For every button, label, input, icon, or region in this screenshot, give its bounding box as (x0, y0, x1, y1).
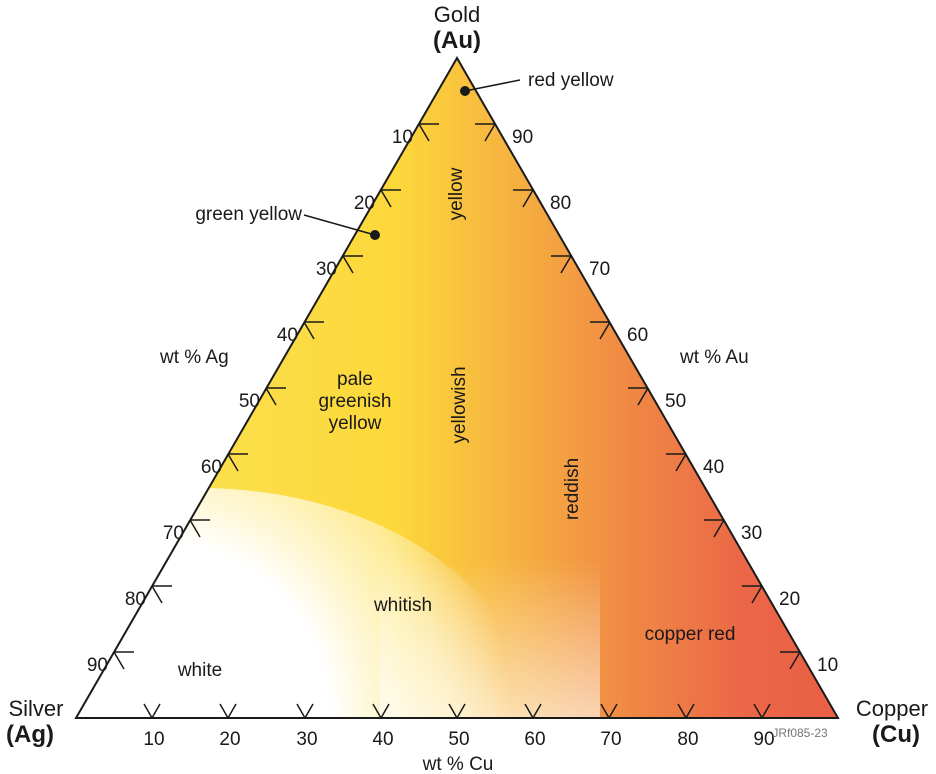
left-tick-30: 30 (316, 259, 337, 280)
bottom-tick-30: 30 (296, 729, 317, 750)
bottom-tick-40: 40 (372, 729, 393, 750)
region-pale-line1: pale (337, 369, 373, 390)
bottom-tick-80: 80 (677, 729, 698, 750)
vertex-silver-symbol: (Ag) (6, 721, 54, 748)
point-red-yellow: red yellow (460, 70, 614, 96)
bottom-tick-20: 20 (219, 729, 240, 750)
left-tick-60: 60 (201, 457, 222, 478)
vertex-copper-name: Copper (856, 696, 928, 721)
right-tick-40: 40 (703, 457, 724, 478)
right-tick-80: 80 (550, 193, 571, 214)
left-tick-50: 50 (239, 391, 260, 412)
right-tick-10: 10 (817, 655, 838, 676)
left-tick-20: 20 (354, 193, 375, 214)
region-pale-line3: yellow (329, 413, 382, 434)
point-green-yellow: green yellow (195, 204, 380, 240)
left-axis-ticks (113, 123, 439, 670)
bottom-tick-labels: 10 20 30 40 50 60 70 80 90 (143, 729, 774, 750)
point-label-red-yellow: red yellow (528, 70, 614, 91)
right-tick-70: 70 (589, 259, 610, 280)
left-tick-90: 90 (87, 655, 108, 676)
right-tick-labels: 90 80 70 60 50 40 30 20 10 (512, 127, 838, 676)
bottom-tick-60: 60 (524, 729, 545, 750)
region-reddish: reddish (562, 458, 583, 520)
bottom-tick-10: 10 (143, 729, 164, 750)
right-tick-60: 60 (627, 325, 648, 346)
region-yellow: yellow (446, 167, 467, 220)
right-tick-50: 50 (665, 391, 686, 412)
right-tick-90: 90 (512, 127, 533, 148)
left-tick-70: 70 (163, 523, 184, 544)
point-label-green-yellow: green yellow (195, 204, 302, 225)
vertex-gold-name: Gold (434, 2, 480, 27)
point-marker-icon (460, 86, 470, 96)
bottom-tick-70: 70 (600, 729, 621, 750)
bottom-axis-ticks (143, 703, 771, 719)
point-marker-icon (370, 230, 380, 240)
left-tick-10: 10 (392, 127, 413, 148)
region-whitish: whitish (373, 595, 432, 616)
right-tick-20: 20 (779, 589, 800, 610)
figure-code: JRf085-23 (772, 726, 828, 740)
bottom-tick-50: 50 (448, 729, 469, 750)
left-tick-40: 40 (277, 325, 298, 346)
left-tick-labels: 10 20 30 40 50 60 70 80 90 (87, 127, 413, 676)
right-tick-30: 30 (741, 523, 762, 544)
bottom-tick-90: 90 (753, 729, 774, 750)
bottom-axis-title: wt % Cu (422, 754, 494, 774)
region-pale-line2: greenish (319, 391, 392, 412)
right-axis-ticks (475, 123, 801, 670)
region-white: white (177, 660, 222, 681)
vertex-silver-name: Silver (8, 696, 63, 721)
left-axis-title: wt % Ag (159, 347, 229, 368)
vertex-gold-symbol: (Au) (433, 27, 481, 54)
vertex-copper-symbol: (Cu) (872, 721, 920, 748)
left-tick-80: 80 (125, 589, 146, 610)
region-copper-red: copper red (645, 624, 736, 645)
region-yellowish: yellowish (449, 366, 470, 443)
right-axis-title: wt % Au (679, 347, 749, 368)
